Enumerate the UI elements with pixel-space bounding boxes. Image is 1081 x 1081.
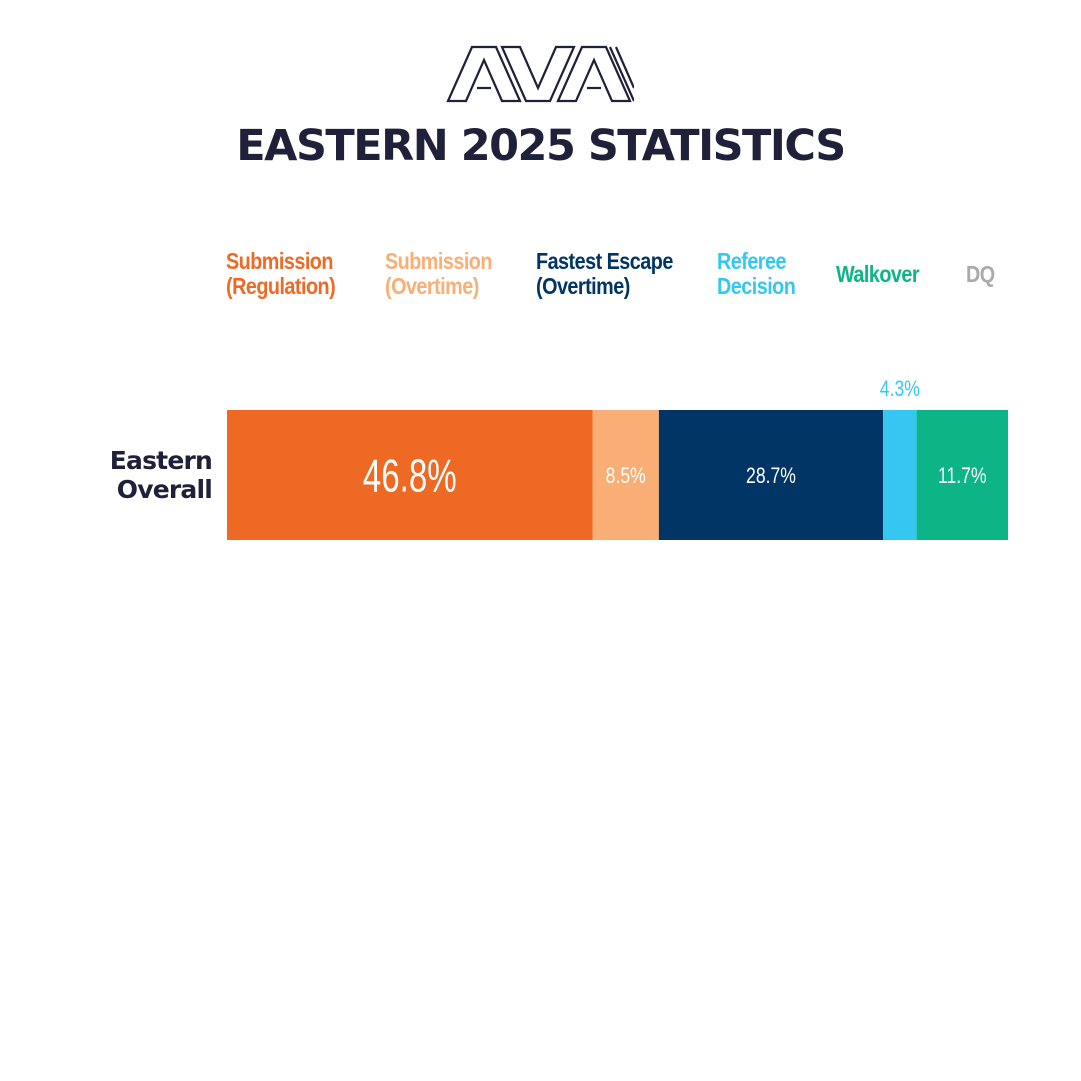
- legend-item-walkover: Walkover: [836, 260, 920, 287]
- legend-item-dq: DQ: [966, 260, 995, 287]
- legend-item-submission-regulation: Submission (Regulation): [226, 248, 336, 299]
- data-label-fastest-escape-overtime: 28.7%: [746, 464, 796, 488]
- data-label-walkover: 11.7%: [938, 464, 987, 488]
- data-label-referee-decision: 4.3%: [880, 377, 920, 401]
- bar-segment-submission-overtime: [592, 410, 659, 540]
- bar-segment-referee-decision: [883, 410, 917, 540]
- data-label-submission-overtime: 8.5%: [606, 464, 646, 488]
- ava-logo: [446, 45, 634, 103]
- bar-segment-fastest-escape-overtime: [658, 410, 884, 540]
- row-label-eastern-overall: Eastern Overall: [109, 446, 213, 504]
- bar-segment-submission-regulation: [227, 410, 593, 540]
- legend-item-fastest-escape-overtime: Fastest Escape (Overtime): [536, 248, 673, 299]
- bar-segment-walkover: [916, 410, 1008, 540]
- legend-item-referee-decision: Referee Decision: [717, 248, 796, 299]
- page-title: EASTERN 2025 STATISTICS: [236, 121, 846, 171]
- legend-item-submission-overtime: Submission (Overtime): [385, 248, 492, 299]
- data-label-submission-regulation: 46.8%: [363, 451, 457, 501]
